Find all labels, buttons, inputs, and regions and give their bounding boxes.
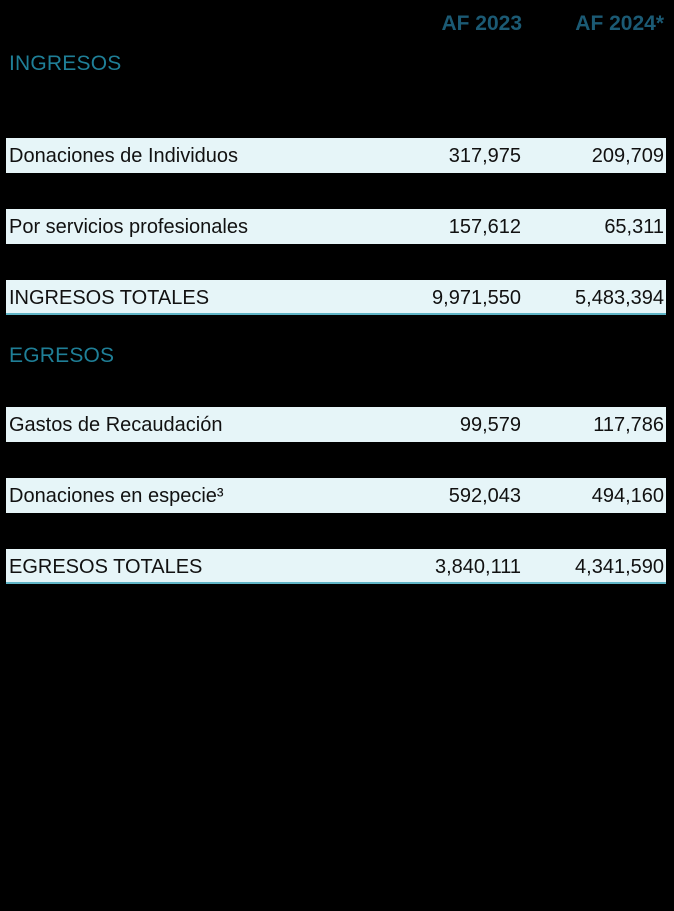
total-label: EGRESOS TOTALES [9,556,203,578]
table-row: Por servicios profesionales 157,612 65,3… [6,209,666,244]
row-label: Donaciones de Individuos [9,145,239,167]
total-value-2024: 4,341,590 [575,556,664,578]
row-label: Donaciones en especie³ [9,485,224,507]
row-value-2024: 117,786 [593,414,664,436]
row-value-2023: 317,975 [448,145,521,167]
table-row: Gastos de Recaudación 99,579 117,786 [6,407,666,442]
column-header-af-2024: AF 2024* [575,12,664,35]
row-value-2024: 65,311 [604,216,664,238]
section-title-ingresos: INGRESOS [9,52,122,75]
row-value-2024: 209,709 [591,145,664,167]
row-label: Por servicios profesionales [9,216,248,238]
row-value-2023: 157,612 [448,216,521,238]
total-value-2023: 9,971,550 [432,287,521,309]
total-label: INGRESOS TOTALES [9,287,210,309]
row-value-2023: 99,579 [459,414,521,436]
row-value-2024: 494,160 [591,485,664,507]
table-row: Donaciones en especie³ 592,043 494,160 [6,478,666,513]
row-value-2023: 592,043 [448,485,521,507]
section-title-egresos: EGRESOS [9,344,115,367]
column-header-af-2023: AF 2023 [441,12,522,35]
total-row-ingresos: INGRESOS TOTALES 9,971,550 5,483,394 [6,280,666,315]
total-row-egresos: EGRESOS TOTALES 3,840,111 4,341,590 [6,549,666,584]
table-row: Donaciones de Individuos 317,975 209,709 [6,138,666,173]
row-label: Gastos de Recaudación [9,414,223,436]
total-value-2024: 5,483,394 [575,287,664,309]
total-value-2023: 3,840,111 [434,556,521,578]
